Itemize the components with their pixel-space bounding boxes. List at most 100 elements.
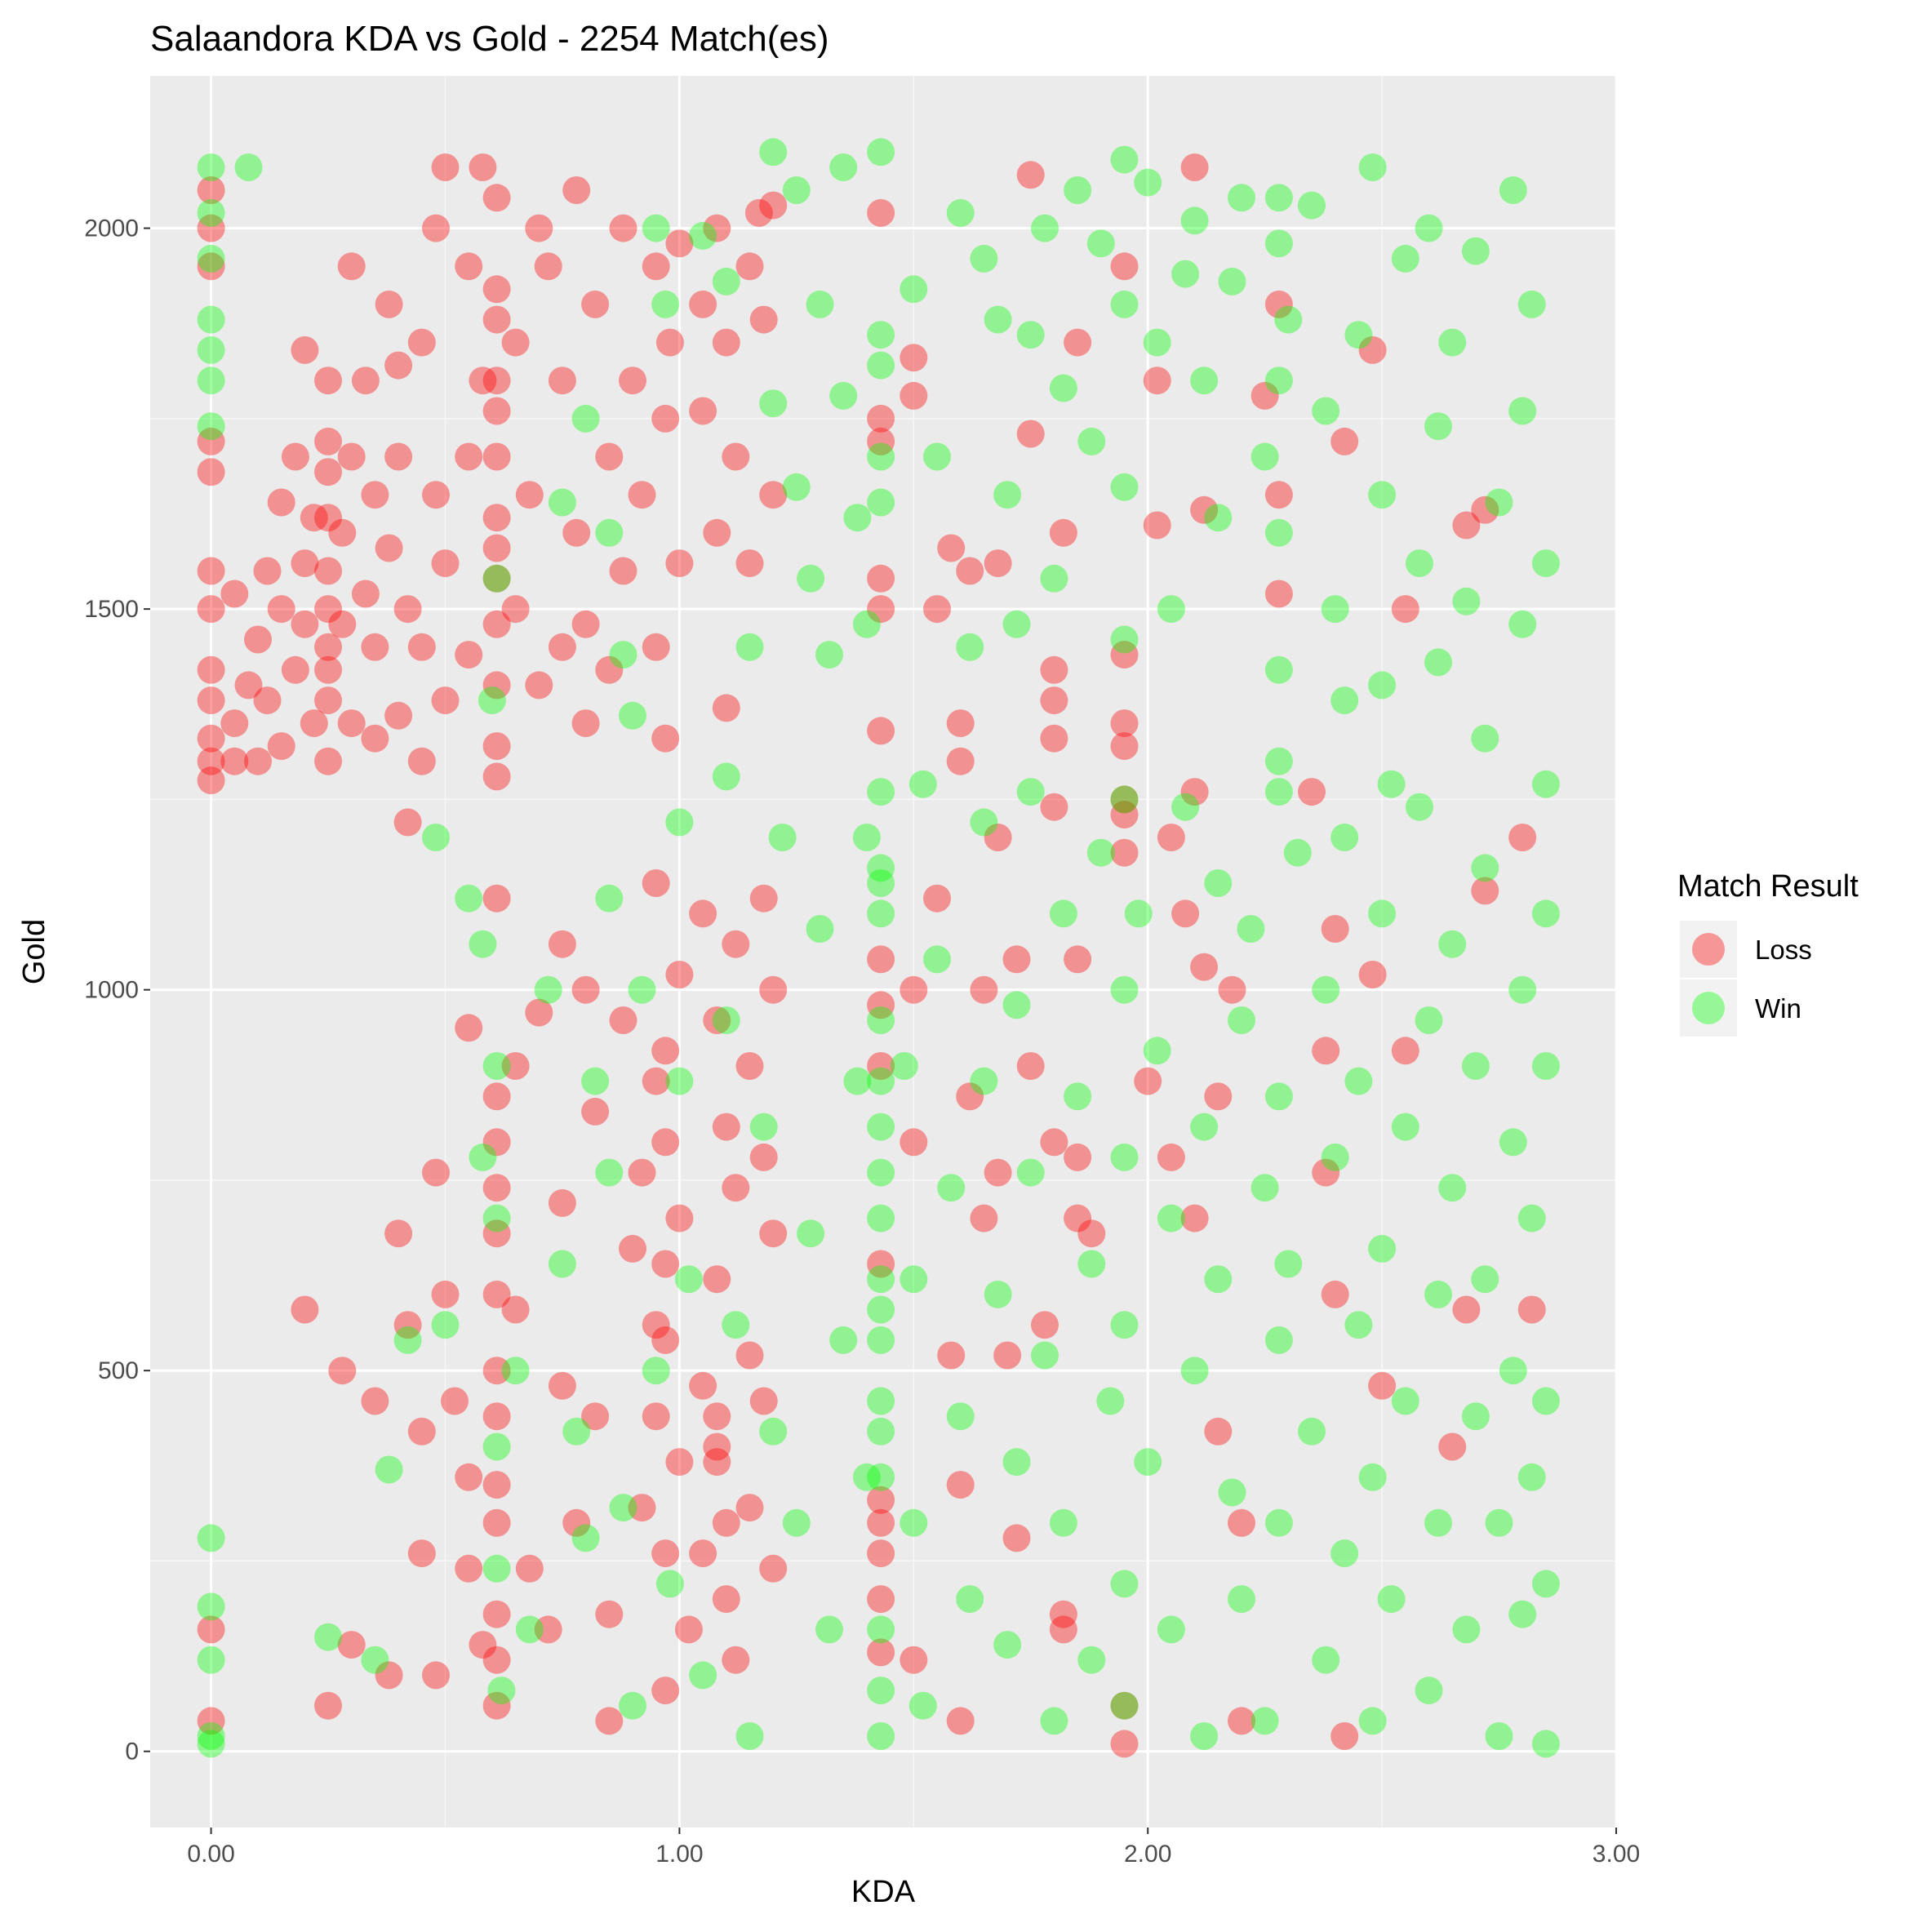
data-point-loss bbox=[1321, 1280, 1349, 1308]
data-point-loss bbox=[291, 1295, 319, 1324]
data-point-loss bbox=[482, 397, 511, 425]
data-point-loss bbox=[1471, 877, 1499, 905]
data-point-loss bbox=[1016, 1052, 1045, 1080]
data-point-loss bbox=[595, 442, 624, 471]
data-point-loss bbox=[900, 975, 928, 1004]
data-point-loss bbox=[970, 975, 998, 1004]
data-point-loss bbox=[1264, 580, 1293, 608]
data-point-win bbox=[1485, 1722, 1513, 1750]
data-point-loss bbox=[314, 458, 342, 486]
data-point-loss bbox=[867, 427, 895, 455]
data-point-win bbox=[1531, 899, 1560, 928]
data-point-win bbox=[197, 412, 225, 441]
data-point-win bbox=[1016, 778, 1045, 806]
data-point-loss bbox=[197, 252, 225, 281]
data-point-win bbox=[829, 381, 858, 410]
data-point-loss bbox=[722, 442, 750, 471]
data-point-loss bbox=[735, 1052, 764, 1080]
data-point-win bbox=[1485, 1508, 1513, 1537]
data-point-loss bbox=[1110, 1691, 1139, 1720]
data-point-win bbox=[628, 975, 656, 1004]
data-point-win bbox=[1064, 176, 1092, 204]
data-point-win bbox=[867, 1006, 895, 1034]
data-point-loss bbox=[515, 481, 544, 509]
data-point-win bbox=[534, 975, 562, 1004]
data-point-loss bbox=[253, 686, 282, 715]
data-point-loss bbox=[735, 252, 764, 281]
data-point-loss bbox=[197, 686, 225, 715]
data-point-win bbox=[1016, 1158, 1045, 1187]
data-point-win bbox=[1499, 176, 1527, 204]
data-point-loss bbox=[234, 671, 263, 700]
data-point-win bbox=[1110, 785, 1139, 814]
data-point-loss bbox=[361, 1387, 389, 1415]
data-point-loss bbox=[642, 1311, 670, 1339]
data-point-loss bbox=[1110, 252, 1139, 281]
data-point-loss bbox=[1228, 1707, 1255, 1735]
data-point-loss bbox=[407, 633, 436, 661]
data-point-win bbox=[1228, 184, 1255, 212]
data-point-win bbox=[655, 1570, 684, 1598]
data-point-win bbox=[843, 504, 872, 532]
data-point-loss bbox=[1228, 1508, 1255, 1537]
data-point-loss bbox=[267, 732, 295, 761]
data-point-loss bbox=[548, 930, 576, 958]
data-point-win bbox=[487, 1677, 516, 1705]
data-point-loss bbox=[749, 305, 778, 334]
data-point-win bbox=[1344, 1067, 1373, 1095]
data-point-win bbox=[197, 1646, 225, 1674]
data-point-loss bbox=[1049, 518, 1077, 547]
data-point-loss bbox=[1064, 1143, 1092, 1171]
data-point-win bbox=[501, 1357, 530, 1385]
data-point-loss bbox=[867, 945, 895, 974]
data-point-win bbox=[1110, 1570, 1139, 1598]
data-point-loss bbox=[548, 1371, 576, 1400]
data-point-win bbox=[797, 564, 825, 593]
data-point-win bbox=[1508, 397, 1537, 425]
data-point-loss bbox=[689, 1371, 717, 1400]
data-point-loss bbox=[1180, 778, 1209, 806]
data-point-win bbox=[609, 1494, 637, 1522]
data-point-loss bbox=[431, 153, 460, 181]
data-point-loss bbox=[867, 1250, 895, 1278]
data-point-loss bbox=[1264, 481, 1293, 509]
x-tick-label: 3.00 bbox=[1593, 1841, 1640, 1868]
data-point-loss bbox=[482, 762, 511, 791]
data-point-loss bbox=[1180, 153, 1209, 181]
data-point-loss bbox=[1321, 915, 1349, 943]
data-point-win bbox=[867, 488, 895, 517]
data-point-loss bbox=[1180, 1204, 1209, 1232]
y-tick-label: 2000 bbox=[84, 215, 139, 242]
data-point-loss bbox=[197, 724, 225, 753]
data-point-win bbox=[1485, 488, 1513, 517]
data-point-loss bbox=[482, 1174, 511, 1202]
data-point-win bbox=[197, 1592, 225, 1621]
data-point-loss bbox=[946, 747, 975, 775]
data-point-loss bbox=[1452, 1295, 1481, 1324]
data-point-win bbox=[1471, 1265, 1499, 1294]
legend-key-win bbox=[1680, 979, 1737, 1037]
data-point-loss bbox=[314, 633, 342, 661]
data-point-loss bbox=[689, 397, 717, 425]
data-point-win bbox=[1124, 899, 1153, 928]
data-point-loss bbox=[1452, 511, 1481, 540]
data-point-loss bbox=[651, 1677, 680, 1705]
data-point-win bbox=[956, 633, 984, 661]
data-point-loss bbox=[328, 1357, 357, 1385]
data-point-win bbox=[829, 153, 858, 181]
data-point-win bbox=[815, 1615, 843, 1644]
data-point-loss bbox=[665, 549, 694, 578]
data-point-loss bbox=[703, 1006, 731, 1034]
data-point-loss bbox=[642, 1067, 670, 1095]
data-point-win bbox=[1438, 930, 1467, 958]
data-point-win bbox=[806, 290, 834, 318]
data-point-win bbox=[1264, 655, 1293, 684]
data-point-win bbox=[1312, 397, 1340, 425]
data-point-loss bbox=[393, 1311, 422, 1339]
data-point-loss bbox=[1368, 1371, 1397, 1400]
data-point-loss bbox=[867, 717, 895, 745]
data-point-loss bbox=[337, 1631, 366, 1659]
data-point-win bbox=[1438, 1174, 1467, 1202]
data-point-win bbox=[1358, 1707, 1387, 1735]
data-point-loss bbox=[609, 214, 637, 242]
